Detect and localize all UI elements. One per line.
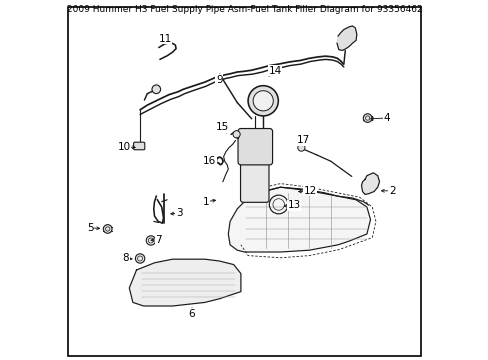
Circle shape	[363, 114, 371, 122]
Text: 3: 3	[175, 208, 182, 218]
Text: 9: 9	[216, 75, 222, 85]
Polygon shape	[129, 259, 241, 306]
FancyBboxPatch shape	[133, 142, 144, 150]
Text: 6: 6	[188, 309, 195, 319]
Text: 17: 17	[297, 135, 310, 145]
Text: 8: 8	[122, 253, 129, 264]
Circle shape	[232, 131, 240, 138]
Circle shape	[247, 86, 278, 116]
Text: 4: 4	[383, 113, 389, 123]
Text: 2009 Hummer H3 Fuel Supply Pipe Asm-Fuel Tank Filler Diagram for 93356462: 2009 Hummer H3 Fuel Supply Pipe Asm-Fuel…	[66, 4, 422, 13]
Text: 11: 11	[158, 34, 172, 44]
Text: 2: 2	[388, 186, 395, 196]
Text: 16: 16	[203, 156, 216, 166]
Circle shape	[146, 236, 155, 245]
Polygon shape	[228, 187, 370, 252]
Circle shape	[253, 91, 273, 111]
Text: 15: 15	[216, 122, 229, 132]
Circle shape	[103, 225, 112, 233]
Text: 5: 5	[87, 223, 94, 233]
Text: 1: 1	[202, 197, 209, 207]
FancyBboxPatch shape	[238, 129, 272, 165]
Text: 12: 12	[303, 186, 316, 196]
Polygon shape	[336, 26, 356, 50]
Polygon shape	[361, 173, 379, 194]
Text: 7: 7	[155, 235, 162, 245]
Text: 14: 14	[268, 66, 281, 76]
FancyBboxPatch shape	[240, 159, 268, 202]
Text: 10: 10	[117, 142, 130, 152]
Circle shape	[297, 144, 305, 151]
Circle shape	[135, 254, 144, 263]
Circle shape	[152, 85, 160, 94]
Text: 13: 13	[287, 200, 300, 210]
